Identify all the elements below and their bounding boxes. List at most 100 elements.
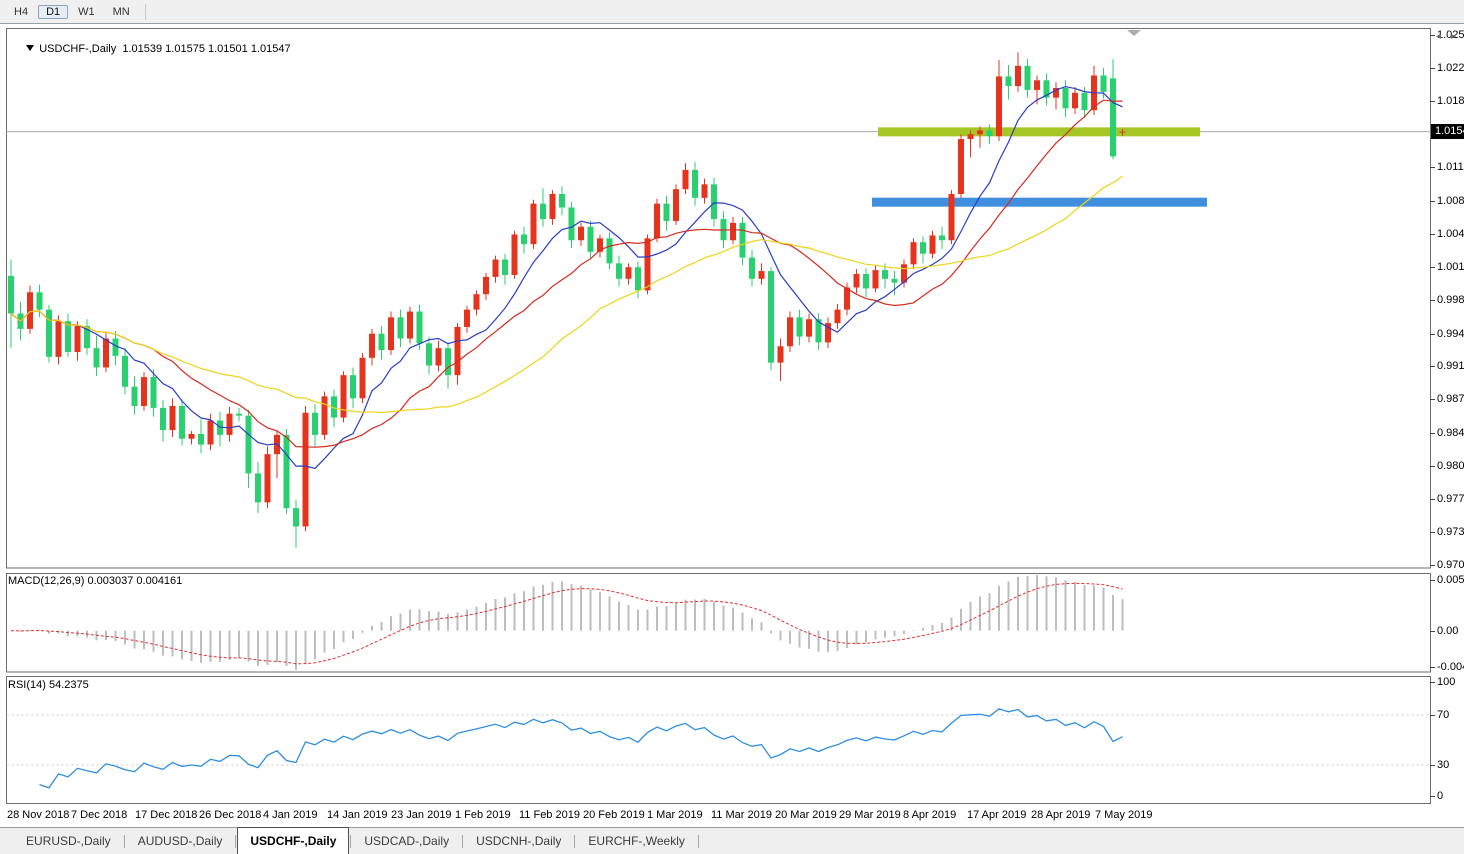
timeframe-button-h4[interactable]: H4 xyxy=(14,5,29,18)
rsi-line xyxy=(39,708,1123,789)
axis-tick xyxy=(1430,580,1435,581)
date-tick-label: 17 Apr 2019 xyxy=(967,809,1027,821)
date-tick-label: 26 Dec 2018 xyxy=(199,809,262,821)
current-price-tag: 1.01547 xyxy=(1431,123,1464,139)
axis-tick xyxy=(1430,366,1435,368)
tab-divider xyxy=(697,835,699,848)
trendline-band xyxy=(878,127,1200,137)
macd-indicator-label: MACD(12,26,9) 0.003037 0.004161 xyxy=(8,575,183,587)
chart-shift-marker xyxy=(1127,30,1141,36)
rsi-tick-label: 70 xyxy=(1437,709,1450,721)
axis-tick xyxy=(1430,630,1435,632)
chart-tab-eurchf[interactable]: EURCHF-,Weekly xyxy=(588,834,685,848)
rsi-tick-label: 0 xyxy=(1437,790,1444,802)
macd-pane[interactable] xyxy=(0,572,1464,675)
tab-divider xyxy=(350,835,352,848)
price-tick-label: 1.02550 xyxy=(1437,29,1464,41)
chart-tab-audusd[interactable]: AUDUSD-,Daily xyxy=(137,834,223,848)
macd-tick-label: 0.00597 xyxy=(1437,574,1464,586)
timeframe-button-w1[interactable]: W1 xyxy=(78,5,95,18)
date-tick-label: 14 Jan 2019 xyxy=(327,809,388,821)
rsi-tick-label: 100 xyxy=(1437,676,1456,688)
tab-divider xyxy=(235,835,237,848)
moving-average-line xyxy=(10,99,1123,448)
macd-tick-label: 0.00 xyxy=(1437,624,1459,637)
collapse-triangle-icon[interactable] xyxy=(26,45,35,51)
toolbar-separator xyxy=(144,3,146,20)
axis-tick xyxy=(1430,499,1435,501)
moving-average-line xyxy=(10,85,1123,470)
main-price-pane[interactable] xyxy=(0,26,1464,572)
rsi-pane[interactable] xyxy=(0,675,1464,805)
date-tick-label: 1 Feb 2019 xyxy=(455,809,511,821)
price-tick-label: 1.00490 xyxy=(1437,227,1464,240)
moving-average-line xyxy=(10,175,1123,414)
axis-tick xyxy=(1430,715,1435,716)
axis-tick xyxy=(1430,233,1435,235)
chart-title: USDCHF-,Daily 1.01539 1.01575 1.01501 1.… xyxy=(14,31,291,67)
price-tick-label: 0.97390 xyxy=(1437,526,1464,539)
axis-tick xyxy=(1430,333,1435,335)
tab-scroll-left-icon[interactable]: ◂ xyxy=(1435,31,1441,42)
axis-tick xyxy=(1430,667,1435,668)
axis-tick xyxy=(1430,200,1435,202)
timeframe-button-d1[interactable]: D1 xyxy=(38,4,69,19)
price-tick-label: 1.00830 xyxy=(1437,194,1464,207)
axis-tick xyxy=(1430,796,1435,797)
axis-tick xyxy=(1430,682,1435,683)
chart-tab-bar: EURUSD-,Daily AUDUSD-,Daily USDCHF-,Daily U… xyxy=(0,827,1464,854)
trendline-band xyxy=(872,197,1207,207)
date-tick-label: 7 May 2019 xyxy=(1095,809,1153,821)
price-tick-label: 0.97050 xyxy=(1437,558,1464,571)
timeframe-button-mn[interactable]: MN xyxy=(112,5,130,18)
rsi-indicator-label: RSI(14) 54.2375 xyxy=(8,679,89,691)
axis-tick xyxy=(1430,532,1435,534)
date-tick-label: 4 Jan 2019 xyxy=(263,809,318,821)
price-tick-label: 0.99110 xyxy=(1437,360,1464,373)
price-tick-label: 1.02210 xyxy=(1437,61,1464,74)
price-tick-label: 1.01860 xyxy=(1437,95,1464,108)
axis-tick xyxy=(1430,299,1435,301)
date-tick-label: 28 Apr 2019 xyxy=(1031,809,1091,821)
date-tick-label: 1 Mar 2019 xyxy=(647,809,703,821)
axis-tick xyxy=(1430,399,1435,401)
macd-signal-line xyxy=(10,582,1123,665)
date-tick-label: 20 Feb 2019 xyxy=(583,809,645,821)
date-tick-label: 8 Apr 2019 xyxy=(903,809,957,821)
axis-tick xyxy=(1430,101,1435,103)
date-tick-label: 28 Nov 2018 xyxy=(7,809,70,821)
chart-symbol-label: USDCHF-,Daily xyxy=(39,43,117,55)
chart-tab-usdcnh[interactable]: USDCNH-,Daily xyxy=(476,834,562,848)
price-tick-label: 1.00140 xyxy=(1437,261,1464,274)
chart-tab-usdchf[interactable]: USDCHF-,Daily xyxy=(237,827,350,854)
axis-tick xyxy=(1430,67,1435,69)
chart-ohlc-values: 1.01539 1.01575 1.01501 1.01547 xyxy=(122,43,291,55)
chart-window: USDCHF-,Daily 1.01539 1.01575 1.01501 1.… xyxy=(0,24,1464,854)
price-tick-label: 0.99800 xyxy=(1437,293,1464,306)
tab-scroll-right-icon[interactable]: ▸ xyxy=(1450,31,1456,42)
date-tick-label: 17 Dec 2018 xyxy=(135,809,198,821)
price-tick-label: 0.98080 xyxy=(1437,459,1464,472)
price-tick-label: 0.99450 xyxy=(1437,327,1464,340)
axis-tick xyxy=(1430,167,1435,168)
macd-tick-label: -0.00424 xyxy=(1437,661,1464,673)
price-tick-label: 1.01180 xyxy=(1437,161,1464,173)
axis-tick xyxy=(1430,432,1435,434)
timeframe-toolbar: H4 D1 W1 MN xyxy=(0,0,1464,24)
axis-tick xyxy=(1430,765,1435,766)
date-tick-label: 11 Feb 2019 xyxy=(519,809,580,821)
tab-divider xyxy=(123,835,125,848)
date-tick-label: 11 Mar 2019 xyxy=(711,809,772,821)
tab-divider xyxy=(574,835,576,848)
axis-tick xyxy=(1430,564,1435,566)
tab-scroll-arrows: ◂ ▸ xyxy=(1436,32,1456,42)
tab-divider xyxy=(462,835,464,848)
price-tick-label: 0.98770 xyxy=(1437,393,1464,406)
date-tick-label: 20 Mar 2019 xyxy=(775,809,837,821)
chart-tab-usdcad[interactable]: USDCAD-,Daily xyxy=(364,834,450,848)
axis-tick xyxy=(1430,35,1435,36)
price-tick-label: 0.98420 xyxy=(1437,426,1464,439)
date-axis[interactable]: 28 Nov 2018 7 Dec 2018 17 Dec 2018 26 Dec 2… xyxy=(0,805,1464,827)
date-tick-label: 29 Mar 2019 xyxy=(839,809,901,821)
chart-tab-eurusd[interactable]: EURUSD-,Daily xyxy=(26,834,111,848)
